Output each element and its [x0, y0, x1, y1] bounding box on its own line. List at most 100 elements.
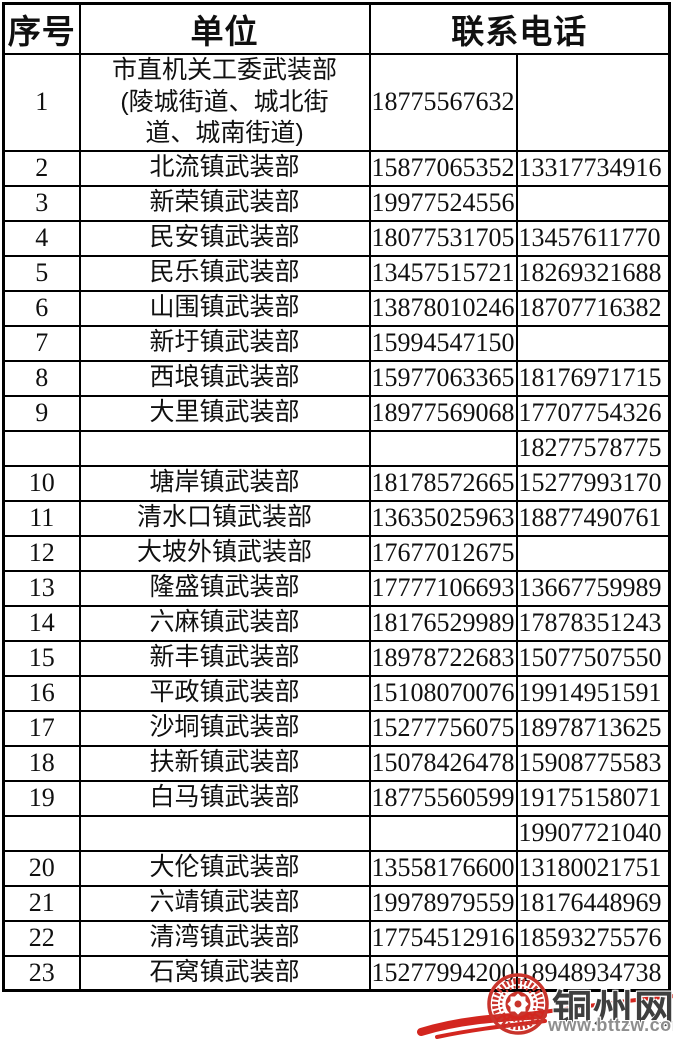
row-number-cell [2, 814, 81, 852]
table-row: 4 民安镇武装部 18077531705 13457611770 [2, 219, 671, 257]
unit-cell: 大伦镇武装部 [78, 849, 371, 887]
phone1-cell: 18176529989 [368, 604, 518, 642]
table-row: 7 新圩镇武装部 15994547150 [2, 324, 671, 362]
row-number-cell: 3 [2, 184, 81, 222]
table-row: 16 平政镇武装部 15108070076 19914951591 [2, 674, 671, 712]
phone1-cell: 17777106693 [368, 569, 518, 607]
row-number-cell: 4 [2, 219, 81, 257]
phone2-cell: 19914951591 [515, 674, 671, 712]
row-number-cell: 11 [2, 499, 81, 537]
table-row: 22 清湾镇武装部 17754512916 18593275576 [2, 919, 671, 957]
table-row: 2 北流镇武装部 15877065352 13317734916 [2, 149, 671, 187]
phone1-cell: 13878010246 [368, 289, 518, 327]
phone1-cell: 18077531705 [368, 219, 518, 257]
phone1-cell: 13457515721 [368, 254, 518, 292]
table-row: 12 大坡外镇武装部 17677012675 [2, 534, 671, 572]
ribbon-swoosh [417, 1011, 547, 1036]
table-row: 18 扶新镇武装部 15078426478 15908775583 [2, 744, 671, 782]
phone2-cell: 17878351243 [515, 604, 671, 642]
unit-cell: 平政镇武装部 [78, 674, 371, 712]
phone2-cell: 18877490761 [515, 499, 671, 537]
row-number-cell: 7 [2, 324, 81, 362]
phone1-cell: 13635025963 [368, 499, 518, 537]
unit-cell: 清水口镇武装部 [78, 499, 371, 537]
phone1-cell: 18178572665 [368, 464, 518, 502]
phone2-cell: 13180021751 [515, 849, 671, 887]
unit-cell: 隆盛镇武装部 [78, 569, 371, 607]
row-number-cell: 16 [2, 674, 81, 712]
phone1-cell: 15108070076 [368, 674, 518, 712]
phone2-cell: 18176448969 [515, 884, 671, 922]
table-row: 21 六靖镇武装部 19978979559 18176448969 [2, 884, 671, 922]
row-number-cell: 12 [2, 534, 81, 572]
phone2-cell: 15277993170 [515, 464, 671, 502]
table-row: 17 沙垌镇武装部 15277756075 18978713625 [2, 709, 671, 747]
phone1-cell [368, 814, 518, 852]
table-row: 18277578775 [2, 429, 671, 467]
unit-cell: 六麻镇武装部 [78, 604, 371, 642]
row-number-cell: 10 [2, 464, 81, 502]
row-number-cell: 8 [2, 359, 81, 397]
row-number-cell: 17 [2, 709, 81, 747]
row-number-cell: 14 [2, 604, 81, 642]
row-number-cell [2, 429, 81, 467]
table-row: 10 塘岸镇武装部 18178572665 15277993170 [2, 464, 671, 502]
phone2-cell: 18176971715 [515, 359, 671, 397]
phone2-cell [515, 53, 671, 152]
ribbon-swoosh-2 [435, 1019, 547, 1039]
phone1-cell: 18775560599 [368, 779, 518, 817]
phone1-cell [368, 429, 518, 467]
table-row: 8 西埌镇武装部 15977063365 18176971715 [2, 359, 671, 397]
phone2-cell: 13457611770 [515, 219, 671, 257]
phone1-cell: 17677012675 [368, 534, 518, 572]
header-cell-phone: 联系电话 [368, 2, 671, 55]
unit-cell [78, 814, 371, 852]
table-row: 14 六麻镇武装部 18176529989 17878351243 [2, 604, 671, 642]
table-row: 1 市直机关工委武装部 (陵城街道、城北街 道、城南街道) 18775567632 [2, 53, 671, 152]
phone2-cell: 18948934738 [515, 954, 671, 992]
strikethrough-line [472, 994, 673, 1023]
unit-cell: 民乐镇武装部 [78, 254, 371, 292]
phone2-cell: 13667759989 [515, 569, 671, 607]
unit-cell: 塘岸镇武装部 [78, 464, 371, 502]
row-number-cell: 19 [2, 779, 81, 817]
row-number-cell: 15 [2, 639, 81, 677]
unit-cell: 北流镇武装部 [78, 149, 371, 187]
phone1-cell: 18775567632 [368, 53, 518, 152]
unit-cell: 新丰镇武装部 [78, 639, 371, 677]
table-row: 5 民乐镇武装部 13457515721 18269321688 [2, 254, 671, 292]
phone1-cell: 18977569068 [368, 394, 518, 432]
table-row: 3 新荣镇武装部 19977524556 [2, 184, 671, 222]
row-number-cell: 2 [2, 149, 81, 187]
row-number-cell: 22 [2, 919, 81, 957]
row-number-cell: 1 [2, 53, 81, 152]
phone2-cell: 19907721040 [515, 814, 671, 852]
phone1-cell: 19977524556 [368, 184, 518, 222]
unit-cell: 西埌镇武装部 [78, 359, 371, 397]
table-row: 19907721040 [2, 814, 671, 852]
phone2-cell: 15077507550 [515, 639, 671, 677]
header-row: 序号 单位 联系电话 [2, 2, 671, 55]
phone1-cell: 15994547150 [368, 324, 518, 362]
phone1-cell: 15277756075 [368, 709, 518, 747]
phone1-cell: 15877065352 [368, 149, 518, 187]
seal-star [507, 993, 529, 1015]
phone2-cell: 18707716382 [515, 289, 671, 327]
table-row: 13 隆盛镇武装部 17777106693 13667759989 [2, 569, 671, 607]
row-number-cell: 6 [2, 289, 81, 327]
header-cell-no: 序号 [2, 2, 81, 55]
phone2-cell: 17707754326 [515, 394, 671, 432]
row-number-cell: 5 [2, 254, 81, 292]
row-number-cell: 9 [2, 394, 81, 432]
unit-cell: 新荣镇武装部 [78, 184, 371, 222]
phone2-cell: 13317734916 [515, 149, 671, 187]
unit-cell: 六靖镇武装部 [78, 884, 371, 922]
table-row: 15 新丰镇武装部 18978722683 15077507550 [2, 639, 671, 677]
table-row: 20 大伦镇武装部 13558176600 13180021751 [2, 849, 671, 887]
unit-cell: 沙垌镇武装部 [78, 709, 371, 747]
phone2-cell: 18593275576 [515, 919, 671, 957]
unit-cell [78, 429, 371, 467]
phone2-cell: 18277578775 [515, 429, 671, 467]
unit-cell: 扶新镇武装部 [78, 744, 371, 782]
